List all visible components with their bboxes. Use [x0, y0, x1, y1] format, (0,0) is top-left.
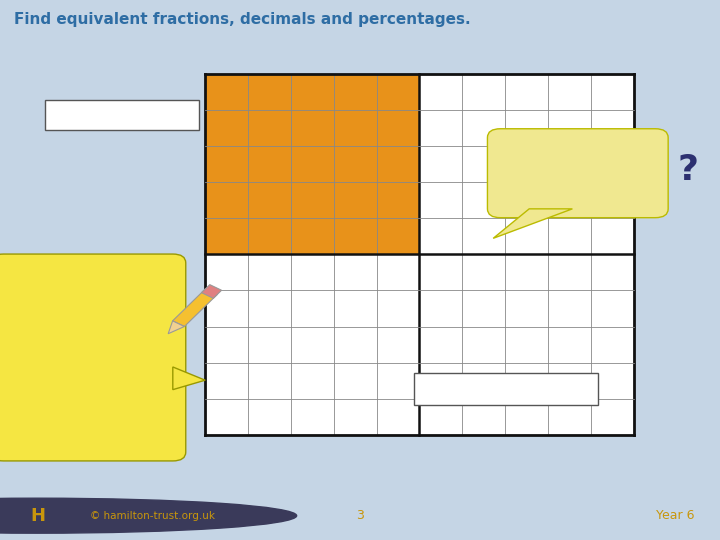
Text: $_{10}$: $_{10}$ — [438, 392, 449, 404]
Circle shape — [0, 498, 297, 533]
Text: ?: ? — [677, 153, 698, 187]
Text: shaded: shaded — [114, 301, 158, 310]
Text: , 0.75, 75%: , 0.75, 75% — [479, 383, 558, 396]
Text: shaded.: shaded. — [125, 403, 174, 413]
Text: /: / — [96, 109, 101, 122]
Text: Year 6: Year 6 — [657, 509, 695, 522]
Bar — [414, 374, 598, 406]
Polygon shape — [168, 321, 184, 334]
Text: Find equivalent fractions, decimals and percentages.: Find equivalent fractions, decimals and … — [14, 12, 471, 28]
Text: $_{10}$: $_{10}$ — [68, 117, 80, 130]
Bar — [205, 74, 634, 435]
Text: 3: 3 — [356, 509, 364, 522]
Text: $_{4}$: $_{4}$ — [100, 117, 107, 130]
Text: percentage: percentage — [45, 403, 117, 413]
Text: How much is: How much is — [539, 150, 617, 163]
Polygon shape — [202, 285, 222, 298]
Text: possible);: possible); — [13, 352, 66, 362]
Text: ,: , — [82, 109, 90, 122]
Text: $^{1}$: $^{1}$ — [88, 103, 94, 112]
Text: /: / — [434, 383, 438, 396]
Polygon shape — [493, 209, 572, 238]
Text: $^{25}$: $^{25}$ — [48, 103, 60, 112]
FancyBboxPatch shape — [0, 254, 186, 461]
Polygon shape — [173, 289, 217, 327]
Polygon shape — [173, 367, 205, 390]
Text: © hamilton-trust.org.uk: © hamilton-trust.org.uk — [90, 511, 215, 521]
Text: /: / — [65, 109, 69, 122]
Text: H: H — [30, 507, 45, 525]
FancyBboxPatch shape — [487, 129, 668, 218]
Text: ,: , — [451, 383, 459, 396]
Text: $^{75}$: $^{75}$ — [418, 377, 429, 387]
Text: shaded;: shaded; — [99, 377, 148, 387]
Text: $_{4}$: $_{4}$ — [469, 392, 476, 404]
Text: (simplifying as much as: (simplifying as much as — [13, 326, 145, 336]
Text: not: not — [552, 173, 575, 186]
Text: - the: - the — [13, 377, 42, 387]
Text: Write:: Write: — [13, 275, 54, 288]
Text: - the: - the — [13, 403, 42, 413]
Text: fraction(s): fraction(s) — [45, 301, 112, 310]
Text: $^{3}$: $^{3}$ — [457, 377, 464, 387]
Text: /: / — [466, 383, 470, 396]
Text: , 0.25, 25%: , 0.25, 25% — [109, 109, 189, 122]
Bar — [205, 74, 419, 254]
Bar — [45, 100, 199, 130]
Text: shaded?: shaded? — [603, 173, 656, 186]
Text: decimal: decimal — [45, 377, 94, 387]
Text: - the: - the — [13, 301, 42, 310]
